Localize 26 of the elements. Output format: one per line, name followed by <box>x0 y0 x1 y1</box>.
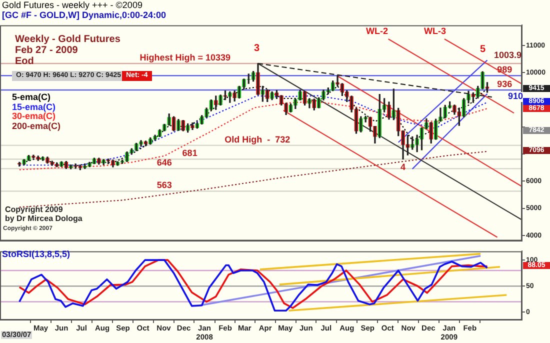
annotation: by Dr Mircea Dologa <box>5 214 82 224</box>
chart-title: Gold Futures - weekly +++ - ©2009 <box>2 0 142 10</box>
line-series <box>18 150 488 208</box>
annotation: WL-2 <box>366 26 388 37</box>
chart-subtitle: [GC #F - GOLD,W] Dynamic,0:00-24:00 <box>2 10 166 20</box>
annotation: Weekly - Gold Futures <box>15 34 120 45</box>
annotation: 936 <box>497 79 512 89</box>
annotation: Old High - 732 <box>224 134 290 144</box>
annotation: Eod <box>15 56 34 67</box>
text: 15-ema(C) <box>12 102 57 112</box>
annotation: 563 <box>156 180 172 190</box>
annotation: WL-3 <box>424 26 446 37</box>
annotation: StoRSI(13,8,5,5) <box>2 249 70 260</box>
text: 200-ema(C) <box>12 120 61 131</box>
annotation: 989 <box>497 64 512 75</box>
annotation: 910 <box>507 91 524 102</box>
annotation: Copyright 2009 <box>5 205 63 215</box>
annotation: 5 <box>480 44 486 55</box>
text: 5-ema(C) <box>12 92 52 102</box>
annotation: 4 <box>400 162 406 172</box>
annotation: 681 <box>182 148 198 158</box>
annotation: Highest High = 10339 <box>140 52 231 62</box>
annotation: 3 <box>254 43 260 54</box>
text: 30-ema(C) <box>12 111 57 122</box>
annotation: 646 <box>156 158 172 168</box>
annotation: Feb 27 - 2009 <box>15 45 78 56</box>
